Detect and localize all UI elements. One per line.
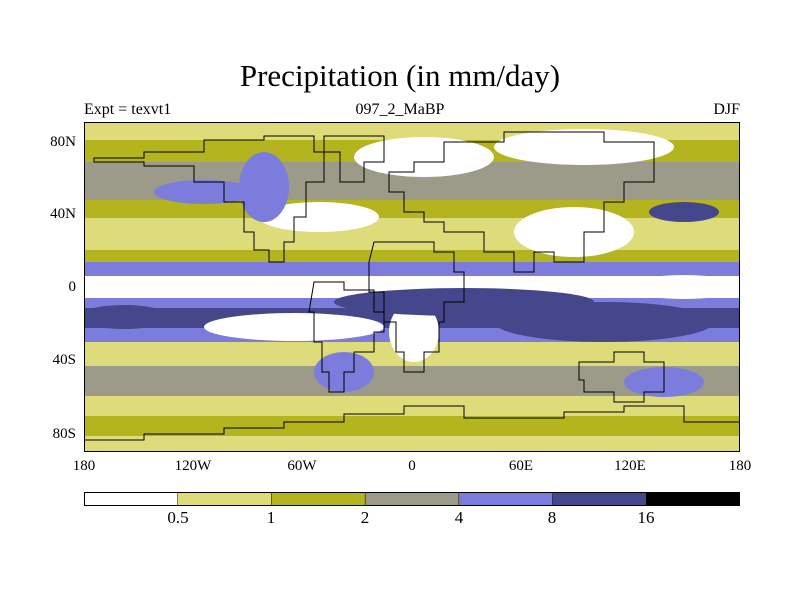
experiment-label: Expt = texvt1 (84, 101, 172, 118)
y-tick-label: 40N (50, 206, 76, 222)
colorbar-label: 0.5 (167, 508, 189, 527)
colorbar-swatch (177, 492, 273, 506)
colorbar-swatch (271, 492, 366, 506)
colorbar-label: 2 (360, 508, 370, 527)
period-label: 097_2_MaBP (355, 101, 445, 118)
x-tick-label: 120E (614, 458, 646, 474)
season-label: DJF (713, 101, 740, 118)
colorbar-swatch (364, 492, 460, 506)
colorbar-swatch (458, 492, 554, 506)
x-tick-label: 0 (408, 458, 416, 474)
colorbar-swatch (646, 492, 740, 506)
x-tick-label: 180 (72, 458, 96, 474)
colorbar-swatch (84, 492, 179, 506)
plot-title: Precipitation (in mm/day) (239, 58, 561, 93)
y-tick-label: 0 (68, 279, 77, 295)
x-tick-label: 60W (287, 458, 317, 474)
precipitation-map (84, 122, 740, 452)
colorbar-label: 1 (266, 508, 276, 527)
y-tick-label: 40S (52, 352, 76, 368)
colorbar-label: 4 (454, 508, 464, 527)
x-tick-label: 180 (728, 458, 752, 474)
x-tick-label: 120W (174, 458, 212, 474)
y-tick-label: 80S (52, 426, 76, 442)
y-tick-label: 80N (50, 134, 76, 150)
colorbar-swatch (552, 492, 648, 506)
x-tick-label: 60E (508, 458, 534, 474)
colorbar-label: 16 (637, 508, 655, 527)
colorbar (84, 492, 740, 506)
colorbar-label: 8 (547, 508, 557, 527)
